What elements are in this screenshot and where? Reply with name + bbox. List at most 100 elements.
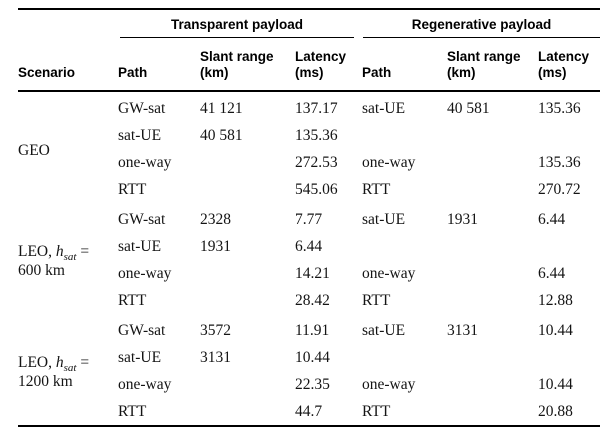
scenario-cell-leo-600: LEO, hsat = 600 km xyxy=(18,203,118,314)
latency-cell xyxy=(538,122,600,149)
table-row: GEO GW-sat 41 121 137.17 sat-UE 40 581 1… xyxy=(18,91,600,159)
path-cell: sat-UE xyxy=(362,100,406,117)
scenario-variable: h xyxy=(55,354,64,371)
slant-range-cell xyxy=(200,149,295,176)
path-cell xyxy=(362,122,447,149)
slant-range-cell: 41 121 xyxy=(200,100,243,117)
slant-range-cell xyxy=(200,176,295,203)
path-cell xyxy=(362,344,447,371)
path-cell: sat-UE xyxy=(118,349,162,366)
latency-cell: 28.42 xyxy=(295,292,330,309)
scenario-variable: h xyxy=(55,243,64,260)
slant-range-cell: 40 581 xyxy=(447,100,490,117)
path-cell: GW-sat xyxy=(118,211,166,228)
slant-range-cell: 1931 xyxy=(200,238,231,255)
col-header-scenario: Scenario xyxy=(18,38,118,92)
slant-range-cell xyxy=(447,344,538,371)
table-row: LEO, hsat = 600 km GW-sat 2328 7.77 sat-U… xyxy=(18,203,600,279)
path-cell: one-way xyxy=(118,265,172,282)
latency-unit: (ms) xyxy=(538,65,567,80)
latency-cell: 135.36 xyxy=(295,127,338,144)
table-row: one-way 14.21 one-way 6.44 xyxy=(18,260,600,287)
path-cell: RTT xyxy=(362,292,391,309)
regenerative-payload-label: Regenerative payload xyxy=(363,14,601,38)
latency-cell: 10.44 xyxy=(295,349,330,366)
latency-cell: 135.36 xyxy=(538,154,581,171)
path-cell: one-way xyxy=(118,376,172,393)
scenario-suffix: = xyxy=(76,243,90,260)
latency-cell: 20.88 xyxy=(538,403,573,420)
latency-cell: 10.44 xyxy=(538,322,573,339)
slant-range-label: Slant range xyxy=(447,49,521,64)
slant-range-cell xyxy=(447,122,538,149)
slant-range-cell xyxy=(200,287,295,314)
path-cell: one-way xyxy=(362,376,416,393)
table-row: RTT 28.42 RTT 12.88 xyxy=(18,287,600,314)
latency-cell: 6.44 xyxy=(295,238,323,255)
slant-range-cell: 3131 xyxy=(447,322,479,339)
path-cell: RTT xyxy=(362,181,391,198)
table-row: sat-UE 1931 6.44 xyxy=(18,233,600,260)
spanner-row: Transparent payload Regenerative payload xyxy=(18,9,601,38)
table-row: sat-UE 3131 10.44 xyxy=(18,344,600,371)
col-header-latency-regenerative: Latency (ms) xyxy=(538,38,601,92)
regenerative-payload-spanner: Regenerative payload xyxy=(362,9,601,38)
slant-range-cell: 3131 xyxy=(200,349,231,366)
scenario-line2: 1200 km xyxy=(18,373,73,390)
slant-range-cell xyxy=(200,398,295,426)
slant-range-cell xyxy=(447,287,538,314)
scenario-cell-geo: GEO xyxy=(18,91,118,203)
path-cell: GW-sat xyxy=(118,100,166,117)
slant-range-cell xyxy=(447,176,538,203)
path-cell: RTT xyxy=(118,403,147,420)
path-cell: one-way xyxy=(118,154,172,171)
path-cell: sat-UE xyxy=(118,127,162,144)
slant-range-cell xyxy=(200,371,295,398)
scenario-label: GEO xyxy=(18,141,50,159)
slant-range-cell xyxy=(447,398,538,426)
latency-cell: 272.53 xyxy=(295,154,338,171)
slant-range-cell: 2328 xyxy=(200,211,231,228)
slant-range-cell: 1931 xyxy=(447,211,479,228)
latency-cell: 12.88 xyxy=(538,292,573,309)
latency-cell: 10.44 xyxy=(538,376,573,393)
latency-cell: 135.36 xyxy=(538,100,581,117)
column-header-row: Scenario Path Slant range (km) Latency (… xyxy=(18,38,601,92)
path-cell xyxy=(362,233,447,260)
path-cell: one-way xyxy=(362,265,416,282)
latency-cell: 22.35 xyxy=(295,376,330,393)
path-cell: sat-UE xyxy=(362,322,406,339)
table-row: sat-UE 40 581 135.36 xyxy=(18,122,600,149)
slant-range-cell xyxy=(447,149,538,176)
slant-range-cell xyxy=(200,260,295,287)
slant-range-cell xyxy=(447,233,538,260)
table-row: RTT 545.06 RTT 270.72 xyxy=(18,176,600,203)
spanner-empty-cell xyxy=(18,9,118,38)
col-header-path-regenerative: Path xyxy=(362,38,448,92)
latency-cell: 6.44 xyxy=(538,211,566,228)
scenario-cell-leo-1200: LEO, hsat = 1200 km xyxy=(18,314,118,426)
path-cell: one-way xyxy=(362,154,416,171)
scenario-subscript: sat xyxy=(63,362,77,375)
latency-cell: 545.06 xyxy=(295,181,338,198)
transparent-payload-label: Transparent payload xyxy=(120,14,355,38)
slant-range-unit: (km) xyxy=(200,65,229,80)
latency-cell xyxy=(538,233,600,260)
path-cell: RTT xyxy=(362,403,391,420)
table-row: one-way 22.35 one-way 10.44 xyxy=(18,371,600,398)
slant-range-label: Slant range xyxy=(200,49,274,64)
latency-label: Latency xyxy=(295,49,347,64)
latency-cell: 137.17 xyxy=(295,100,338,117)
path-cell: sat-UE xyxy=(118,238,162,255)
satellite-latency-table: Transparent payload Regenerative payload… xyxy=(18,8,601,427)
scenario-suffix: = xyxy=(76,354,90,371)
slant-range-cell xyxy=(447,260,538,287)
path-cell: RTT xyxy=(118,292,147,309)
table-row: LEO, hsat = 1200 km GW-sat 3572 11.91 sat… xyxy=(18,314,600,390)
table-row: one-way 272.53 one-way 135.36 xyxy=(18,149,600,176)
latency-cell: 7.77 xyxy=(295,211,323,228)
slant-range-unit: (km) xyxy=(447,65,476,80)
table-row: RTT 44.7 RTT 20.88 xyxy=(18,398,600,426)
scenario-subscript: sat xyxy=(63,251,77,264)
